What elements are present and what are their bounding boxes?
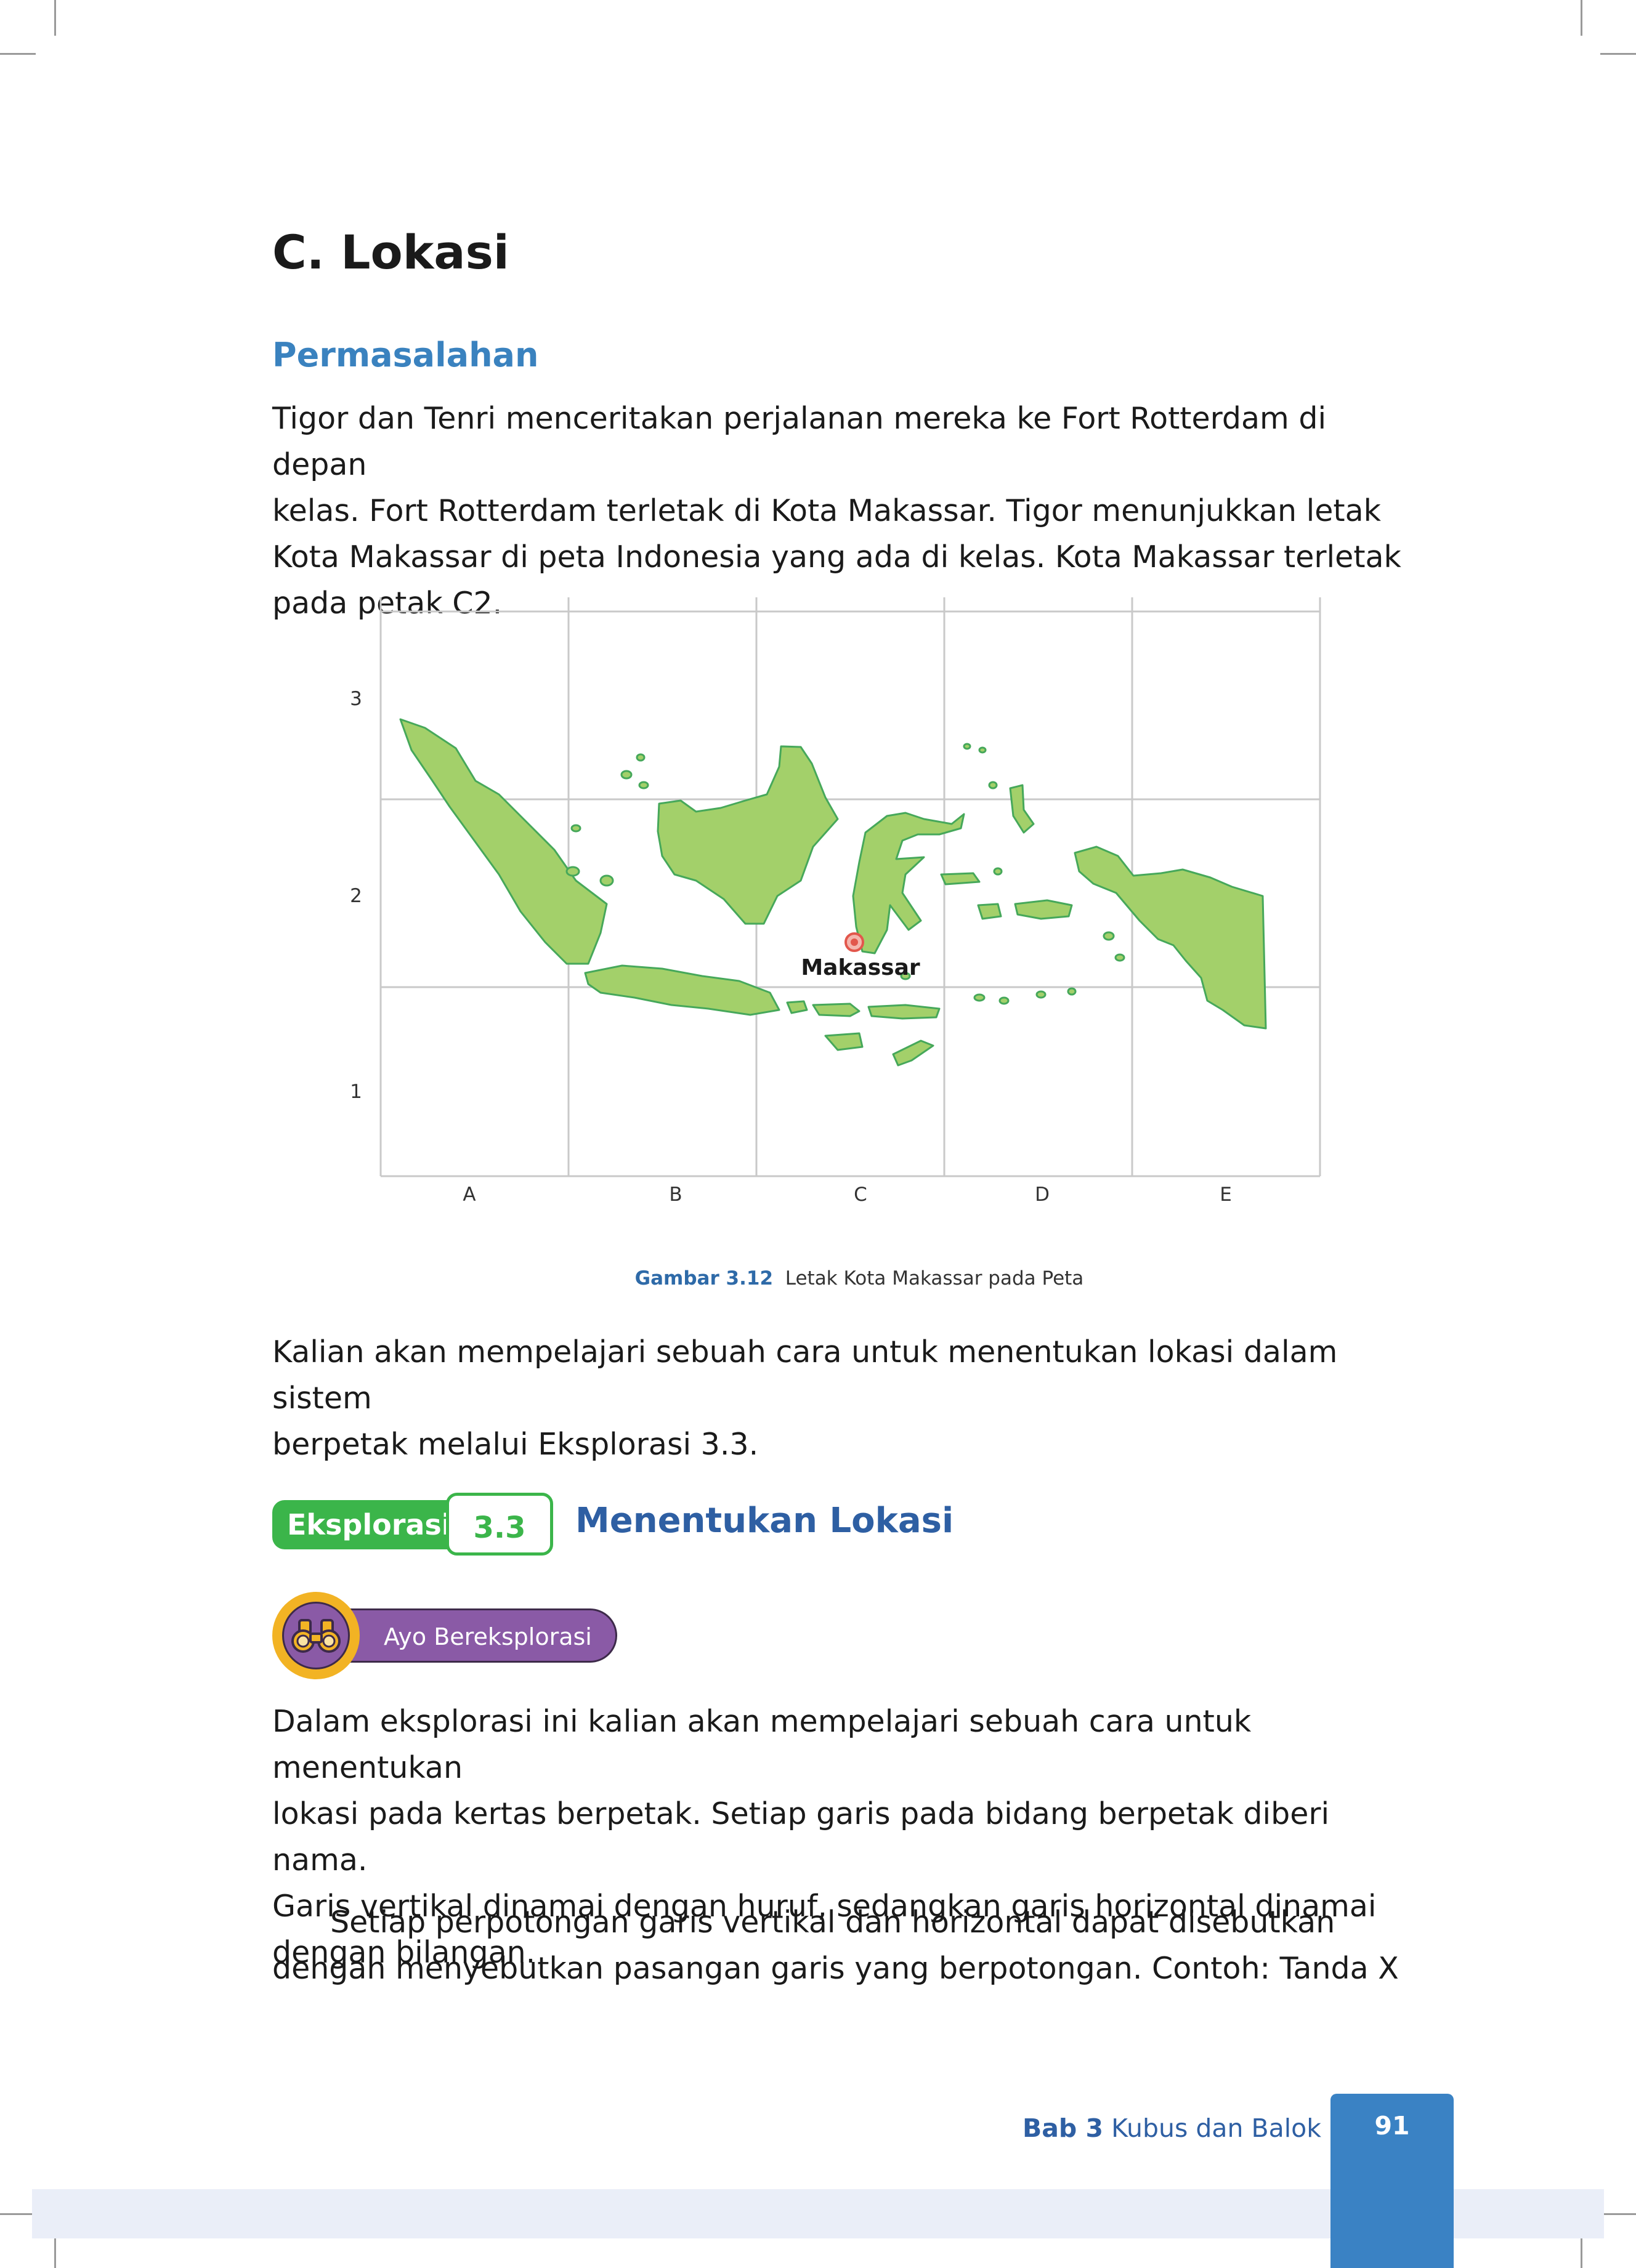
text-line: kelas. Fort Rotterdam terletak di Kota M… [272,493,1382,528]
island-buru [977,903,1002,920]
column-label: C [854,1184,867,1206]
island-small [988,781,998,789]
chapter-number: Bab 3 [1022,2113,1104,2143]
island-belitung [599,874,614,887]
crop-mark [0,53,36,55]
island-small [570,824,581,833]
problem-heading: Permasalahan [272,336,539,374]
island-seram [1014,899,1073,920]
island-papua [1074,845,1267,1030]
text-line: Dalam eksplorasi ini kalian akan mempela… [272,1704,1252,1785]
text-line: Kota Makassar di peta Indonesia yang ada… [272,539,1401,575]
crop-mark [54,0,56,36]
crop-mark [1600,53,1636,55]
binoculars-icon [291,1619,341,1653]
text-line: Tigor dan Tenri menceritakan perjalanan … [272,401,1327,482]
ayo-bereksplorasi-badge: Ayo Bereksplorasi [320,1608,617,1663]
page-number: 91 [1374,2111,1410,2141]
island-small [973,993,986,1002]
exploration-number: 3.3 [446,1493,553,1556]
text-line: berpetak melalui Eksplorasi 3.3. [272,1427,759,1462]
island-seram-west [940,872,981,886]
island-kalimantan [657,745,839,925]
crop-mark [54,2232,56,2268]
page-number-tab [1330,2094,1454,2268]
crop-mark [0,2213,36,2215]
exploration-title: Menentukan Lokasi [575,1501,954,1541]
column-label: A [463,1184,476,1206]
island-nusa-tenggara [812,1003,861,1017]
island-sumatra [399,718,608,965]
row-label: 2 [350,885,362,907]
island-timor [892,1039,934,1067]
text-line: Setiap perpotongan garis vertikal dan ho… [330,1905,1335,1940]
text-line: dengan menyebutkan pasangan garis yang b… [272,1951,1399,1986]
island-flores [867,1004,941,1020]
text-line: lokasi pada kertas berpetak. Setiap gari… [272,1796,1330,1878]
island-small [1114,953,1125,962]
island-small [998,996,1010,1005]
text-line: dengan bilangan. [272,1935,536,1970]
island-small [993,867,1003,876]
crop-mark [1600,2213,1636,2215]
island-sumba [824,1032,864,1051]
text-line: Garis vertikal dinamai dengan huruf, sed… [272,1889,1377,1924]
island-small [1103,931,1115,941]
body-paragraph-2: Setiap perpotongan garis vertikal dan ho… [272,1899,1430,1992]
crop-mark [1581,0,1582,36]
makassar-label: Makassar [801,955,920,980]
figure-caption-text: Letak Kota Makassar pada Peta [785,1267,1084,1289]
island-bali [786,1000,808,1014]
figure-caption: Gambar 3.12 Letak Kota Makassar pada Pet… [0,1267,1636,1289]
indonesia-map-figure: Makassar 3 2 1 A B C D E [350,597,1321,1206]
row-label: 3 [350,688,362,710]
column-label: B [669,1184,682,1206]
intro-paragraph: Kalian akan mempelajari sebuah cara untu… [272,1329,1430,1467]
indonesia-landmass [399,718,1267,1067]
text-line: Kalian akan mempelajari sebuah cara untu… [272,1334,1338,1416]
island-java [584,964,780,1016]
problem-paragraph: Tigor dan Tenri menceritakan perjalanan … [272,395,1430,626]
row-label: 1 [350,1081,362,1103]
island-small [638,781,649,789]
island-halmahera [1009,784,1035,834]
section-title: C. Lokasi [272,225,509,280]
island-small [963,743,971,750]
column-label: E [1220,1184,1232,1206]
text-line: pada petak C2. [272,586,503,621]
body-paragraph-1: Dalam eksplorasi ini kalian akan mempela… [272,1698,1430,1975]
makassar-marker-dot [851,938,858,946]
exploration-label: Eksplorasi [272,1500,463,1549]
island-small [1035,990,1047,999]
island-small [1067,987,1077,996]
island-small [978,746,987,754]
crop-mark [1581,2232,1582,2268]
footer-chapter: Bab 3 Kubus dan Balok [1022,2113,1321,2143]
column-label: D [1035,1184,1050,1206]
island-bangka [565,866,580,877]
island-small [620,770,633,780]
chapter-title: Kubus dan Balok [1111,2113,1321,2143]
figure-number: Gambar 3.12 [634,1267,774,1289]
island-small [900,972,911,980]
island-small [636,753,646,762]
